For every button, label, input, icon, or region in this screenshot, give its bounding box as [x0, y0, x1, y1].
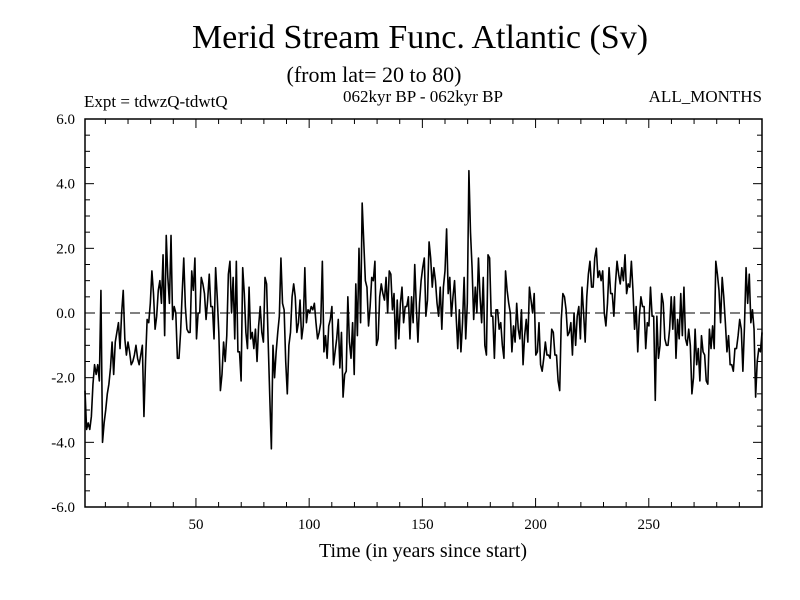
y-tick-label: 6.0: [56, 112, 75, 128]
header-center: 062kyr BP - 062kyr BP: [343, 87, 503, 106]
header-right: ALL_MONTHS: [649, 87, 762, 106]
y-tick-label: 4.0: [56, 177, 75, 193]
x-tick-label: 250: [638, 517, 661, 533]
y-tick-label: 2.0: [56, 241, 75, 257]
x-axis-label: Time (in years since start): [319, 540, 527, 562]
chart-title: Merid Stream Func. Atlantic (Sv): [192, 19, 648, 56]
y-tick-label: -4.0: [51, 435, 75, 451]
x-tick-label: 50: [188, 517, 203, 533]
header-left: Expt = tdwzQ-tdwtQ: [84, 92, 228, 111]
y-tick-label: -6.0: [51, 500, 75, 516]
x-tick-label: 150: [411, 517, 434, 533]
chart-subtitle: (from lat= 20 to 80): [287, 62, 462, 87]
x-tick-label: 200: [524, 517, 547, 533]
series-line: [84, 169, 763, 450]
y-tick-label: -2.0: [51, 371, 75, 387]
x-tick-label: 100: [298, 517, 321, 533]
axes-layer: -6.0 -4.0 -2.0 0.0 2.0 4.0 6.0 50 100 150 200 250: [51, 112, 763, 533]
series-layer: [84, 169, 763, 450]
y-tick-label: 0.0: [56, 306, 75, 322]
